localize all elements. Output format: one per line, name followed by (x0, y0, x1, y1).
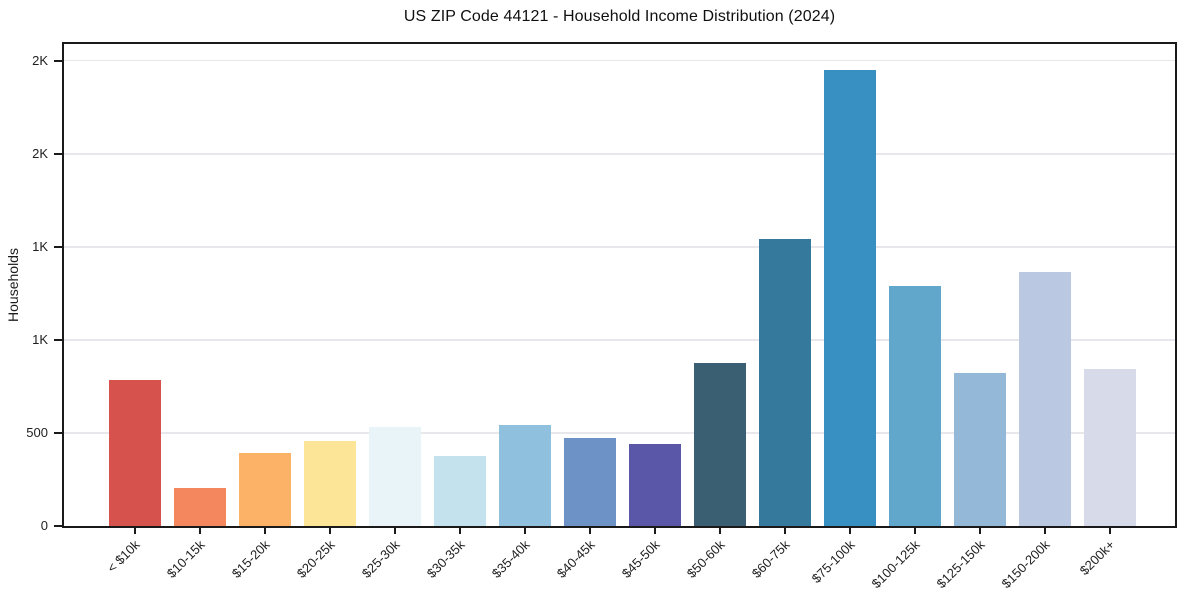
y-tick-mark (54, 152, 62, 155)
chart-bar (1084, 368, 1136, 526)
x-tick-mark (199, 528, 201, 534)
x-tick-mark (719, 528, 721, 534)
gridline (64, 59, 1175, 62)
y-tick-mark (54, 59, 62, 62)
gridline (64, 432, 1175, 434)
y-tick-label: 2K (32, 145, 48, 161)
y-tick-label: 2K (32, 52, 48, 68)
y-tick-mark (54, 338, 62, 341)
chart-bar (694, 363, 746, 526)
plot-area (62, 42, 1177, 528)
gridline (64, 153, 1175, 155)
y-tick-mark (54, 245, 62, 248)
x-tick-mark (1044, 528, 1046, 534)
gridline (64, 339, 1175, 341)
x-tick-mark (394, 528, 396, 534)
chart-title: US ZIP Code 44121 - Household Income Dis… (403, 8, 836, 25)
y-tick-label: 1K (32, 238, 48, 254)
x-tick-mark (914, 528, 916, 534)
chart-bar (564, 437, 616, 526)
chart-bar (109, 379, 161, 526)
y-tick-label: 500 (26, 424, 48, 440)
chart-bar (889, 285, 941, 526)
x-tick-mark (589, 528, 591, 534)
x-tick-mark (459, 528, 461, 534)
figure: US ZIP Code 44121 - Household Income Dis… (5, 8, 1177, 591)
x-tick-mark (134, 528, 136, 534)
x-tick-mark (1109, 528, 1111, 534)
bars-layer (64, 44, 1175, 526)
x-tick-mark (654, 528, 656, 534)
x-tick-mark (264, 528, 266, 534)
y-axis-label: Households (5, 248, 21, 322)
chart-bar (434, 456, 486, 526)
chart-bar (759, 239, 811, 526)
chart-bar (304, 441, 356, 526)
chart-bar (499, 424, 551, 526)
chart-bar (954, 373, 1006, 526)
chart-bar (629, 444, 681, 526)
chart-bar (369, 427, 421, 526)
y-tick-label: 1K (32, 331, 48, 347)
chart-bar (1019, 271, 1071, 526)
y-tick-mark (54, 431, 62, 434)
x-tick-mark (784, 528, 786, 534)
x-tick-mark (329, 528, 331, 534)
chart-bar (824, 70, 876, 526)
x-tick-mark (979, 528, 981, 534)
y-tick-mark (54, 525, 62, 527)
chart-bar (174, 487, 226, 526)
x-tick-mark (849, 528, 851, 534)
x-tick-mark (524, 528, 526, 534)
gridline (64, 246, 1175, 248)
y-tick-label: 0 (40, 518, 48, 533)
gridlines-layer (64, 44, 1175, 526)
chart-bar (239, 453, 291, 526)
